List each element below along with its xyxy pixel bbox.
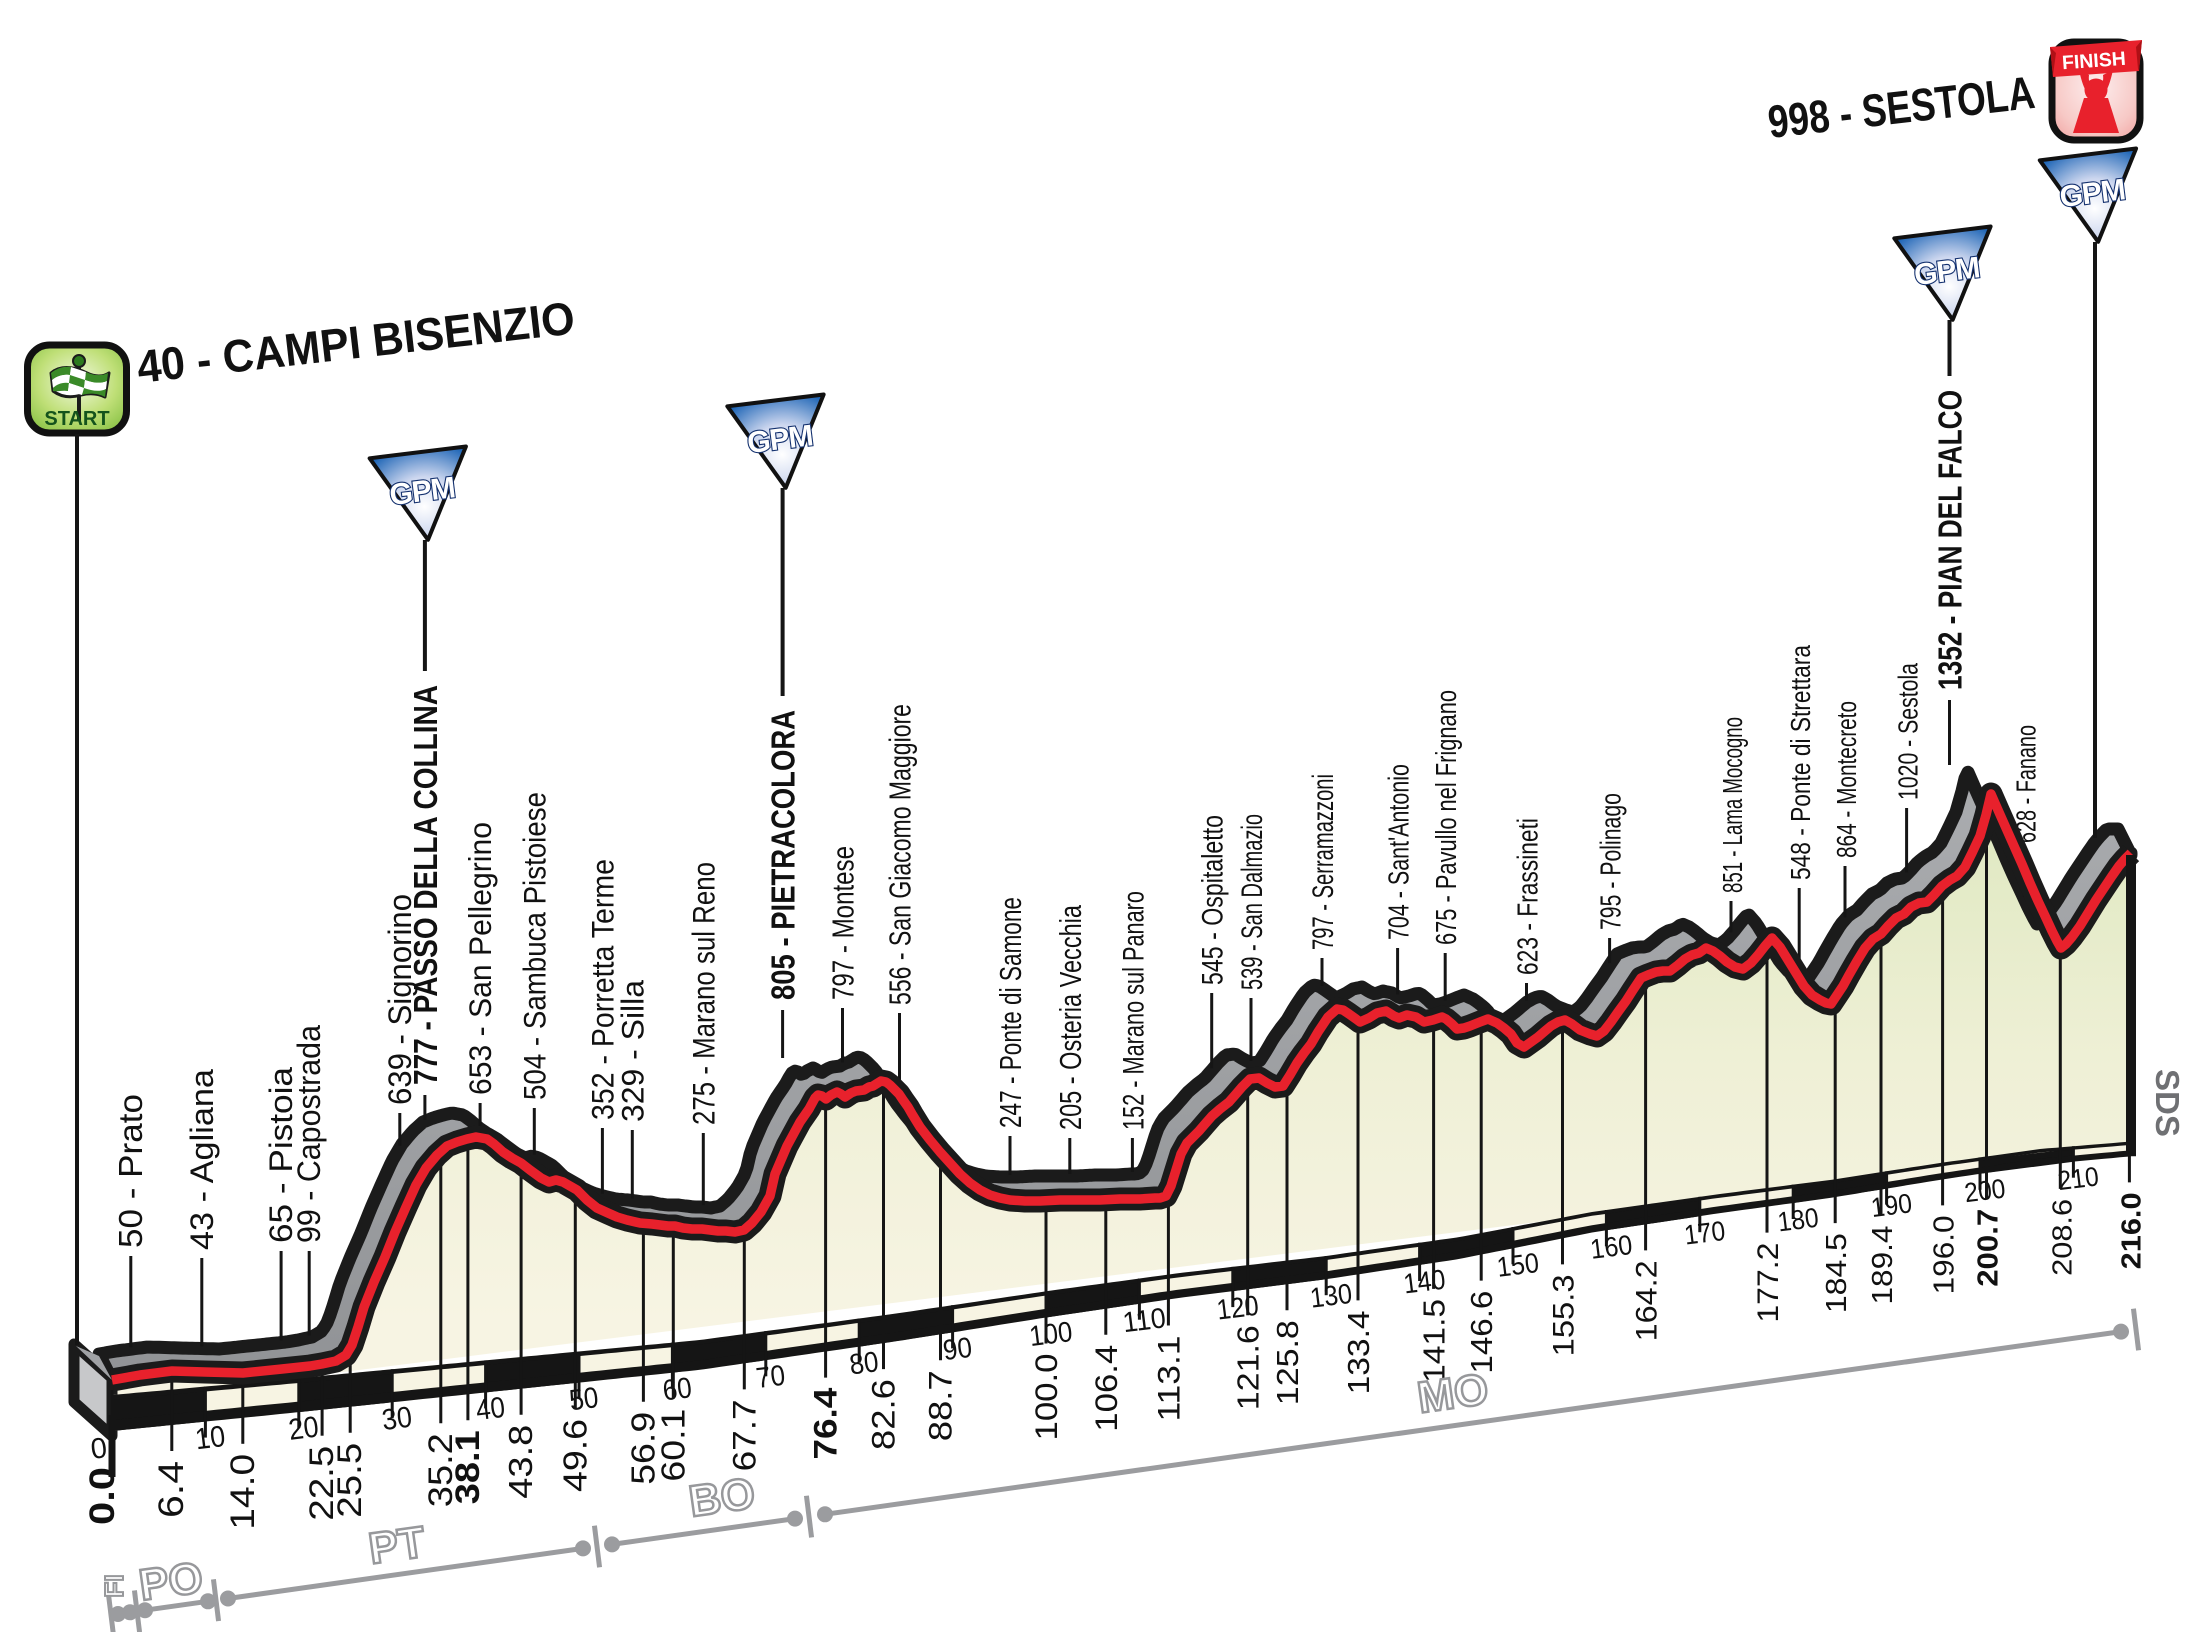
svg-text:60: 60 <box>661 1372 694 1407</box>
svg-text:GPM: GPM <box>745 419 814 460</box>
svg-text:189.4: 189.4 <box>1867 1226 1899 1305</box>
svg-text:184.5: 184.5 <box>1821 1233 1853 1313</box>
svg-text:20: 20 <box>287 1410 321 1446</box>
svg-text:797 - Serramazzoni: 797 - Serramazzoni <box>1307 774 1340 950</box>
svg-text:100: 100 <box>1028 1316 1075 1353</box>
svg-text:65 - Pistoia: 65 - Pistoia <box>263 1066 299 1243</box>
svg-text:777 - PASSO DELLA COLLINA: 777 - PASSO DELLA COLLINA <box>407 685 444 1085</box>
svg-text:PO: PO <box>136 1553 206 1610</box>
svg-text:653 - San Pellegrino: 653 - San Pellegrino <box>462 822 498 1095</box>
svg-text:MO: MO <box>1414 1364 1491 1422</box>
svg-text:56.9: 56.9 <box>625 1412 662 1485</box>
svg-text:82.6: 82.6 <box>866 1379 902 1450</box>
svg-text:160: 160 <box>1589 1229 1634 1265</box>
svg-text:50 - Prato: 50 - Prato <box>112 1094 149 1248</box>
svg-text:205 - Osteria Vecchia: 205 - Osteria Vecchia <box>1055 905 1088 1130</box>
svg-text:113.1: 113.1 <box>1151 1336 1186 1422</box>
svg-text:99 - Capostrada: 99 - Capostrada <box>291 1024 327 1243</box>
svg-text:110: 110 <box>1121 1302 1168 1339</box>
svg-text:216.0: 216.0 <box>2115 1192 2146 1269</box>
svg-text:170: 170 <box>1682 1215 1726 1251</box>
svg-text:FI: FI <box>99 1574 129 1597</box>
svg-text:548 - Ponte di Strettara: 548 - Ponte di Strettara <box>1785 645 1816 880</box>
svg-text:80: 80 <box>848 1346 881 1381</box>
svg-text:152 - Marano sul Panaro: 152 - Marano sul Panaro <box>1117 891 1150 1130</box>
svg-text:125.8: 125.8 <box>1270 1320 1305 1405</box>
svg-text:PT: PT <box>366 1517 429 1573</box>
svg-text:545 - Ospitaletto: 545 - Ospitaletto <box>1197 815 1230 985</box>
svg-text:130: 130 <box>1308 1277 1354 1314</box>
svg-text:140: 140 <box>1402 1264 1447 1300</box>
svg-text:180: 180 <box>1776 1202 1820 1238</box>
svg-text:556 - San Giacomo Maggiore: 556 - San Giacomo Maggiore <box>884 704 918 1005</box>
svg-text:177.2: 177.2 <box>1753 1243 1785 1323</box>
svg-text:639 - Signorino: 639 - Signorino <box>382 894 418 1105</box>
svg-text:40: 40 <box>474 1391 507 1427</box>
svg-text:25.5: 25.5 <box>331 1443 369 1518</box>
svg-text:208.6: 208.6 <box>2045 1199 2077 1276</box>
svg-text:50: 50 <box>567 1381 600 1417</box>
svg-text:247 - Ponte di Samone: 247 - Ponte di Samone <box>995 897 1028 1128</box>
svg-text:FINISH: FINISH <box>2061 48 2126 74</box>
svg-text:SDS: SDS <box>2149 1069 2186 1137</box>
svg-text:623 - Frassineti: 623 - Frassineti <box>1513 818 1545 975</box>
svg-text:100.0: 100.0 <box>1028 1354 1064 1441</box>
svg-text:795 - Polinago: 795 - Polinago <box>1596 793 1628 930</box>
svg-text:864 - Montecreto: 864 - Montecreto <box>1831 701 1862 858</box>
svg-text:805 - PIETRACOLORA: 805 - PIETRACOLORA <box>765 710 802 1000</box>
svg-text:1020 - Sestola: 1020 - Sestola <box>1893 663 1924 800</box>
svg-text:49.6: 49.6 <box>557 1419 594 1492</box>
svg-text:10: 10 <box>193 1420 227 1456</box>
svg-text:88.7: 88.7 <box>923 1370 959 1441</box>
svg-text:150: 150 <box>1495 1247 1540 1283</box>
svg-text:30: 30 <box>380 1401 414 1437</box>
svg-text:106.4: 106.4 <box>1088 1345 1124 1432</box>
svg-text:851 - Lama Mocogno: 851 - Lama Mocogno <box>1717 717 1748 893</box>
svg-text:155.3: 155.3 <box>1548 1274 1581 1356</box>
svg-text:76.4: 76.4 <box>808 1388 844 1460</box>
svg-text:0: 0 <box>89 1432 109 1466</box>
svg-text:67.7: 67.7 <box>725 1399 762 1471</box>
svg-text:35.2: 35.2 <box>422 1433 460 1507</box>
svg-text:200.7: 200.7 <box>1973 1209 2005 1287</box>
svg-text:14.0: 14.0 <box>224 1454 262 1530</box>
svg-text:43.8: 43.8 <box>503 1425 540 1499</box>
svg-text:60.1: 60.1 <box>654 1409 691 1482</box>
svg-text:704 - Sant'Antonio: 704 - Sant'Antonio <box>1384 764 1416 940</box>
svg-text:START: START <box>44 408 109 430</box>
svg-text:797 - Montese: 797 - Montese <box>826 846 861 1000</box>
svg-text:504 - Sambuca Pistoiese: 504 - Sambuca Pistoiese <box>516 792 552 1100</box>
svg-text:164.2: 164.2 <box>1631 1260 1664 1341</box>
svg-text:1352 - PIAN DEL FALCO: 1352 - PIAN DEL FALCO <box>1932 390 1969 690</box>
svg-text:43 - Agliana: 43 - Agliana <box>183 1068 220 1250</box>
svg-text:141.5: 141.5 <box>1418 1299 1452 1383</box>
svg-text:133.4: 133.4 <box>1342 1310 1376 1394</box>
svg-text:BO: BO <box>686 1469 758 1527</box>
svg-text:146.6: 146.6 <box>1466 1291 1499 1374</box>
svg-text:210: 210 <box>2056 1160 2100 1196</box>
svg-text:539 - San Dalmazio: 539 - San Dalmazio <box>1236 814 1269 990</box>
svg-text:120: 120 <box>1215 1289 1261 1326</box>
svg-text:352 - Porretta Terme: 352 - Porretta Terme <box>584 859 620 1120</box>
svg-text:22.5: 22.5 <box>303 1446 341 1521</box>
svg-text:196.0: 196.0 <box>1929 1215 1961 1294</box>
svg-text:121.6: 121.6 <box>1231 1325 1266 1410</box>
svg-text:200: 200 <box>1963 1172 2007 1208</box>
svg-text:675 - Pavullo nel Frignano: 675 - Pavullo nel Frignano <box>1431 690 1463 945</box>
svg-text:275 - Marano sul Reno: 275 - Marano sul Reno <box>686 862 721 1125</box>
svg-text:0.0: 0.0 <box>83 1467 122 1525</box>
svg-text:190: 190 <box>1869 1187 1913 1223</box>
svg-text:90: 90 <box>941 1332 974 1367</box>
svg-text:6.4: 6.4 <box>152 1461 191 1518</box>
svg-text:38.1: 38.1 <box>449 1430 487 1504</box>
svg-text:329 - Silla: 329 - Silla <box>615 979 650 1122</box>
svg-text:70: 70 <box>754 1360 787 1395</box>
